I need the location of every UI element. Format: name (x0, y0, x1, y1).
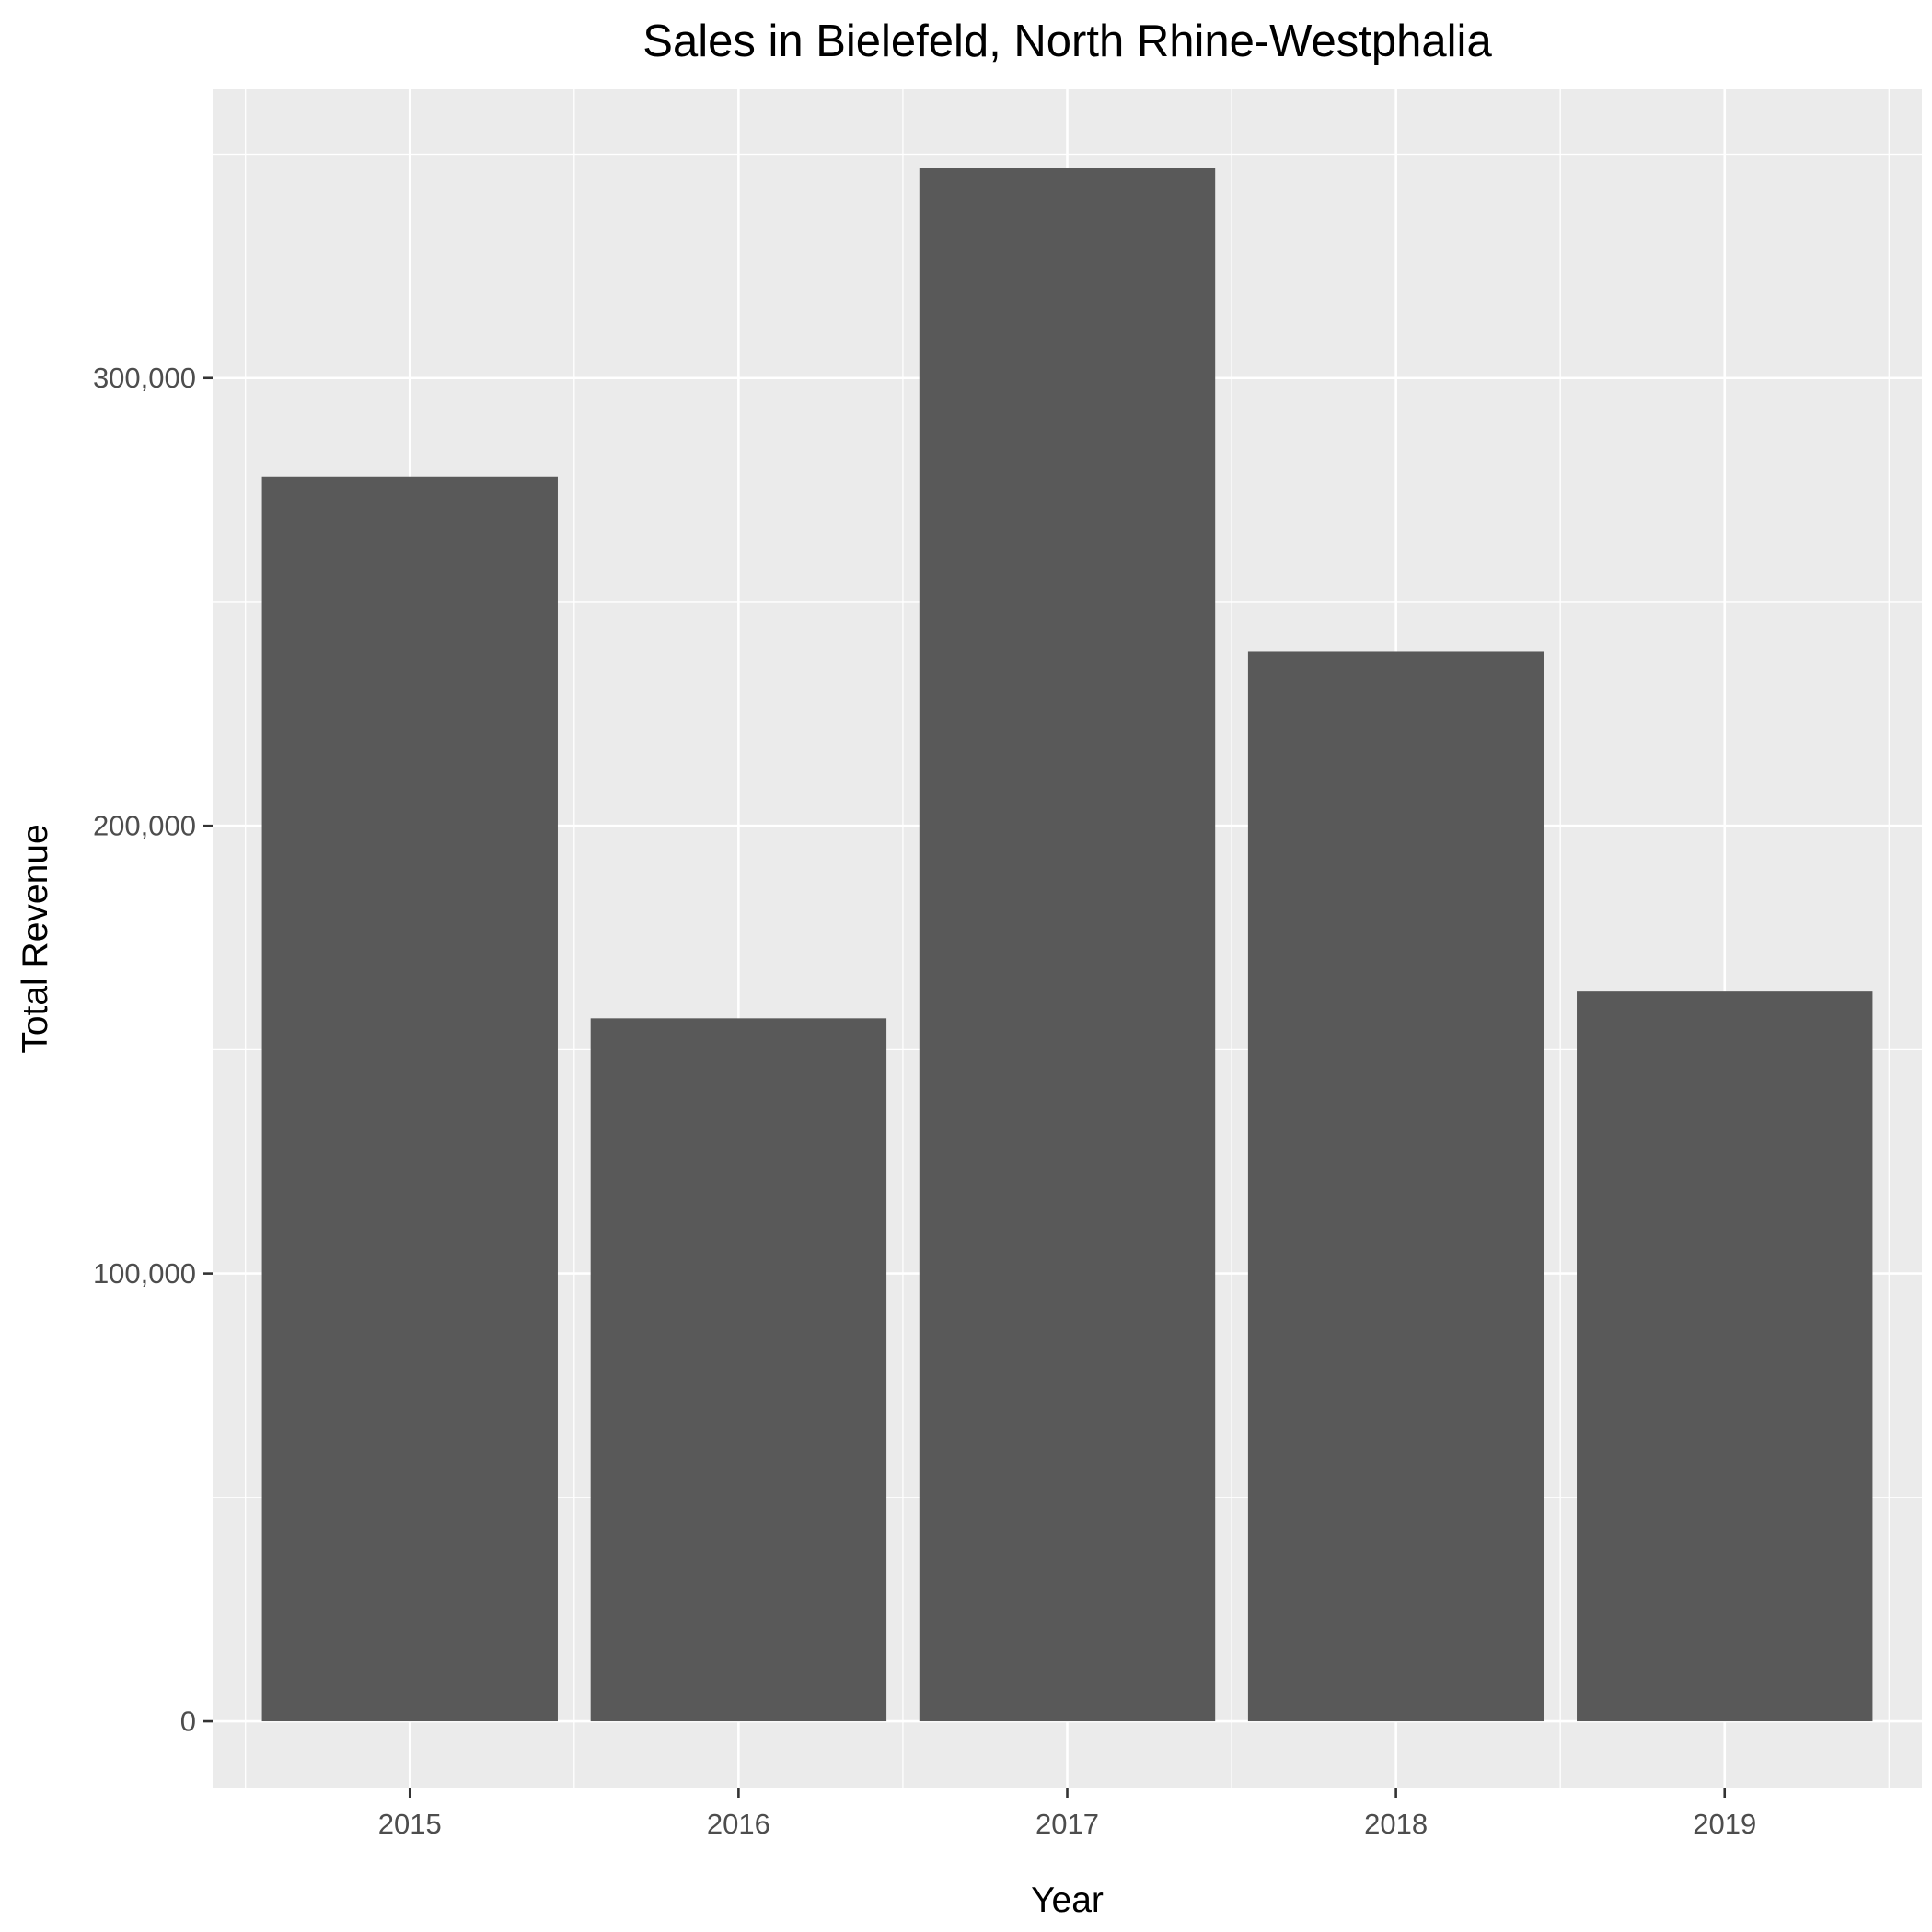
x-tick-label: 2016 (707, 1808, 770, 1840)
y-tick-label: 300,000 (93, 362, 196, 394)
y-axis-title: Total Revenue (16, 824, 55, 1053)
x-tick-label: 2019 (1693, 1808, 1756, 1840)
x-axis: 2015 2016 2017 2018 2019 (378, 1788, 1756, 1840)
bar-2016 (590, 1018, 887, 1722)
bar-2017 (919, 168, 1216, 1722)
bar-2018 (1247, 651, 1544, 1722)
y-axis: 0 100,000 200,000 300,000 (93, 362, 213, 1738)
chart-title: Sales in Bielefeld, North Rhine-Westphal… (642, 17, 1492, 66)
x-tick-label: 2018 (1364, 1808, 1428, 1840)
bar-2015 (261, 476, 558, 1722)
bars (261, 168, 1873, 1722)
x-tick-label: 2017 (1035, 1808, 1099, 1840)
x-tick-label: 2015 (378, 1808, 442, 1840)
bar-2019 (1577, 991, 1873, 1722)
x-axis-title: Year (1031, 1880, 1104, 1920)
y-tick-label: 100,000 (93, 1257, 196, 1290)
y-tick-label: 200,000 (93, 810, 196, 842)
y-tick-label: 0 (180, 1706, 196, 1738)
